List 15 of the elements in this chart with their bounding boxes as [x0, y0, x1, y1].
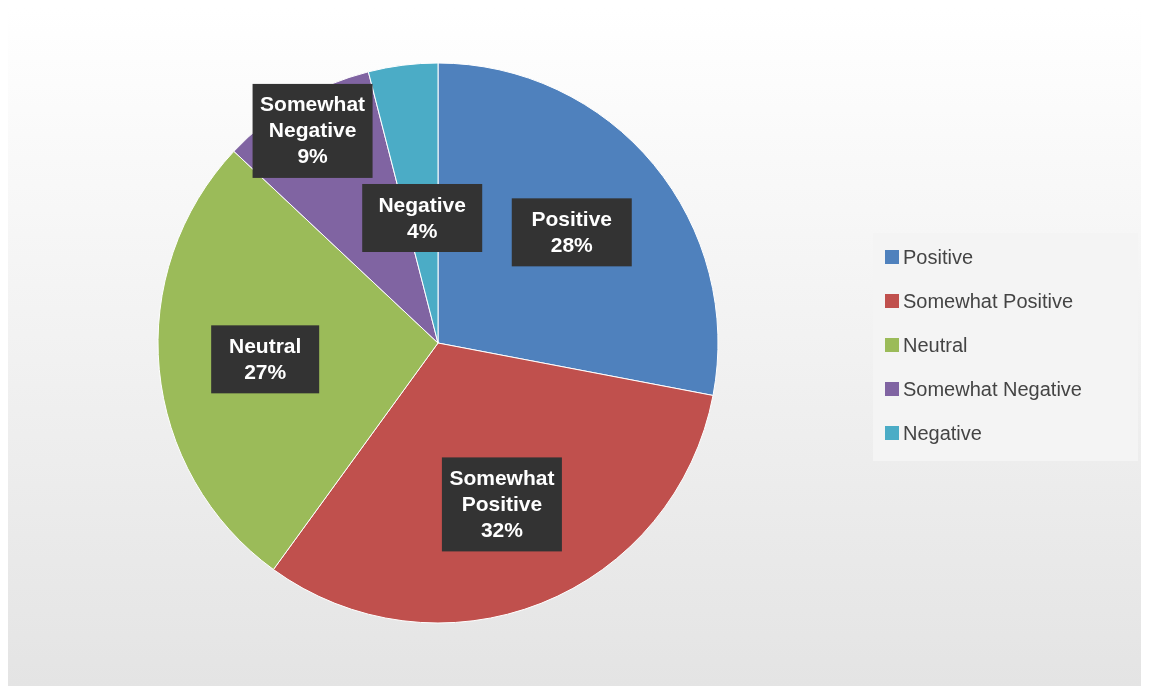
data-label: 32%: [480, 517, 524, 541]
slice-label: Neutral: [228, 333, 302, 357]
legend-label: Somewhat Negative: [903, 378, 1082, 400]
slice-label: Somewhat Positive: [449, 465, 555, 515]
data-label: 9%: [297, 144, 329, 168]
category-label: Somewhat Positive: [903, 290, 1074, 312]
legend-label: Negative: [903, 422, 982, 444]
slice-label: Positive: [531, 206, 613, 230]
data-label: 4%: [407, 218, 438, 242]
data-label: 27%: [244, 359, 287, 383]
data-label: 28%: [550, 232, 594, 256]
legend-label: Positive: [903, 246, 974, 268]
slice-label: Negative: [378, 192, 466, 216]
legend-label: Neutral: [903, 334, 968, 356]
slice-label: Somewhat Negative: [260, 92, 366, 142]
